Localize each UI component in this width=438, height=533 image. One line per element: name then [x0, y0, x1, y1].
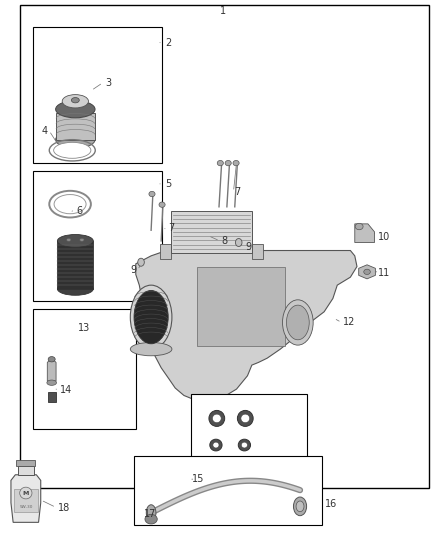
Ellipse shape — [57, 282, 93, 295]
Text: 7: 7 — [169, 223, 175, 233]
Bar — [33, 27, 162, 163]
Text: 16: 16 — [325, 499, 337, 508]
Ellipse shape — [56, 131, 95, 148]
Ellipse shape — [67, 238, 71, 241]
Text: 5W-30: 5W-30 — [19, 505, 32, 510]
Text: 6: 6 — [77, 206, 83, 215]
Ellipse shape — [20, 487, 32, 499]
Ellipse shape — [283, 300, 313, 345]
Ellipse shape — [364, 269, 370, 274]
Ellipse shape — [57, 235, 93, 247]
Text: 5: 5 — [166, 179, 172, 189]
Polygon shape — [48, 392, 56, 402]
Ellipse shape — [209, 410, 225, 426]
Text: 17: 17 — [144, 510, 156, 519]
Text: 11: 11 — [378, 268, 390, 278]
Ellipse shape — [130, 343, 172, 356]
Ellipse shape — [241, 414, 250, 423]
Bar — [16, 460, 35, 466]
Text: 8: 8 — [221, 236, 227, 246]
Ellipse shape — [138, 258, 144, 266]
Ellipse shape — [62, 94, 88, 108]
Bar — [33, 171, 162, 301]
Ellipse shape — [48, 357, 55, 362]
Text: 13: 13 — [78, 323, 90, 333]
Bar — [18, 466, 34, 475]
Text: 9: 9 — [245, 242, 251, 252]
Text: 12: 12 — [343, 318, 355, 327]
Ellipse shape — [217, 160, 223, 166]
Ellipse shape — [71, 98, 79, 103]
Bar — [14, 489, 38, 512]
Polygon shape — [252, 244, 263, 259]
Polygon shape — [47, 358, 56, 381]
Ellipse shape — [54, 142, 91, 158]
Polygon shape — [359, 265, 375, 279]
Ellipse shape — [225, 160, 231, 166]
Ellipse shape — [296, 501, 304, 512]
Text: M: M — [23, 490, 29, 496]
Ellipse shape — [56, 101, 95, 118]
Ellipse shape — [212, 414, 221, 423]
Ellipse shape — [233, 160, 239, 166]
Ellipse shape — [210, 439, 222, 451]
Polygon shape — [57, 241, 93, 289]
Text: 9: 9 — [131, 265, 137, 275]
Ellipse shape — [149, 191, 155, 197]
Polygon shape — [355, 224, 374, 243]
Text: 2: 2 — [166, 38, 172, 47]
Ellipse shape — [145, 514, 157, 524]
Ellipse shape — [130, 285, 172, 349]
Ellipse shape — [146, 505, 156, 521]
Ellipse shape — [238, 439, 251, 451]
Ellipse shape — [159, 202, 165, 207]
Ellipse shape — [134, 290, 168, 344]
Ellipse shape — [236, 239, 242, 247]
Text: 4: 4 — [42, 126, 48, 135]
Text: 14: 14 — [60, 385, 73, 395]
Bar — [197, 266, 285, 346]
Ellipse shape — [213, 442, 219, 448]
Text: 18: 18 — [58, 503, 70, 513]
Text: 1: 1 — [220, 6, 226, 15]
Ellipse shape — [355, 223, 363, 230]
Text: 7: 7 — [234, 187, 240, 197]
Text: 15: 15 — [192, 474, 204, 484]
Bar — [33, 309, 136, 429]
Ellipse shape — [293, 497, 307, 516]
Polygon shape — [56, 113, 95, 140]
Polygon shape — [160, 244, 171, 259]
Bar — [134, 456, 322, 525]
Bar — [171, 211, 252, 253]
Text: 10: 10 — [378, 232, 390, 242]
Bar — [191, 394, 307, 482]
Polygon shape — [11, 475, 41, 522]
Text: 3: 3 — [105, 78, 111, 87]
Ellipse shape — [286, 305, 309, 340]
Ellipse shape — [54, 195, 86, 214]
Ellipse shape — [47, 380, 57, 385]
Ellipse shape — [80, 238, 84, 241]
Polygon shape — [136, 251, 357, 401]
Ellipse shape — [237, 410, 253, 426]
Ellipse shape — [241, 442, 247, 448]
